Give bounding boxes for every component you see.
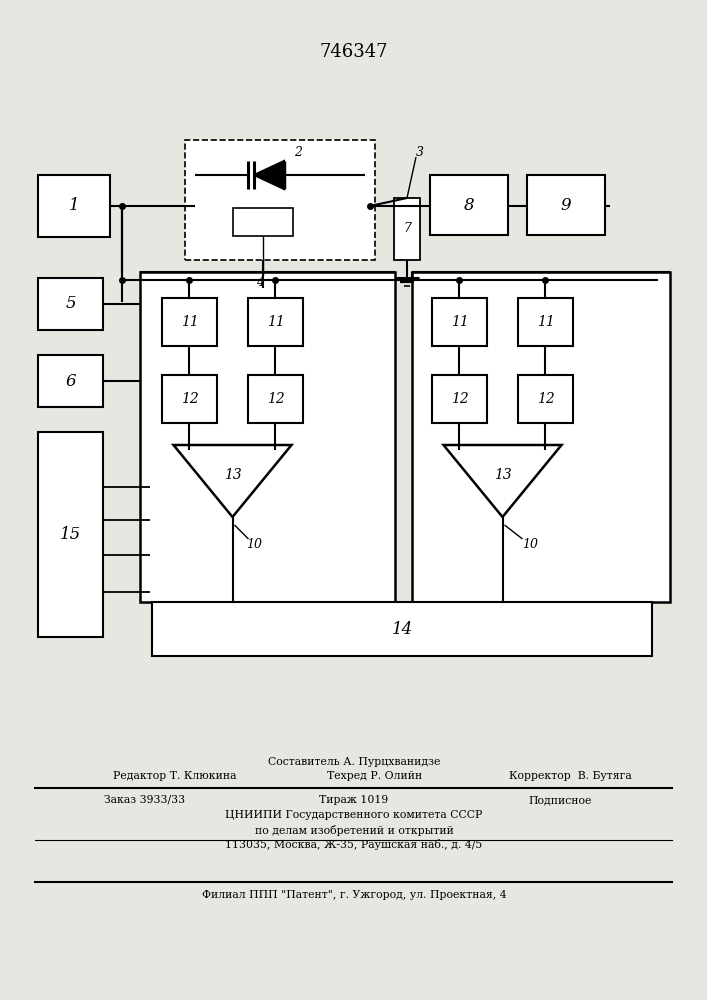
Text: 13: 13	[223, 468, 241, 482]
Bar	[248, 298, 303, 346]
Text: 14: 14	[392, 620, 413, 638]
Bar	[38, 355, 103, 407]
Text: 11: 11	[267, 315, 284, 329]
Text: Тираж 1019: Тираж 1019	[320, 795, 389, 805]
Bar	[518, 375, 573, 423]
Text: 11: 11	[180, 315, 199, 329]
Bar	[527, 175, 605, 235]
Text: 11: 11	[537, 315, 554, 329]
Bar	[152, 602, 652, 656]
Bar	[412, 272, 670, 602]
Text: ЦНИИПИ Государственного комитета СССР: ЦНИИПИ Государственного комитета СССР	[226, 810, 483, 820]
Text: 5: 5	[65, 296, 76, 312]
Text: 12: 12	[180, 392, 199, 406]
Text: 12: 12	[267, 392, 284, 406]
Bar	[38, 278, 103, 330]
Bar	[140, 272, 395, 602]
Bar	[518, 298, 573, 346]
Text: 8: 8	[464, 196, 474, 214]
Text: 6: 6	[65, 372, 76, 389]
Text: 7: 7	[403, 223, 411, 235]
Text: Редактор Т. Клюкина: Редактор Т. Клюкина	[113, 771, 237, 781]
Text: 4: 4	[256, 275, 264, 288]
Text: 10: 10	[522, 538, 539, 552]
Bar	[394, 198, 420, 260]
Text: 12: 12	[537, 392, 554, 406]
Text: 10: 10	[247, 538, 262, 552]
Text: Корректор  В. Бутяга: Корректор В. Бутяга	[508, 771, 631, 781]
Text: 1: 1	[69, 198, 79, 215]
Bar	[248, 375, 303, 423]
Text: Филиал ППП "Патент", г. Ужгород, ул. Проектная, 4: Филиал ППП "Патент", г. Ужгород, ул. Про…	[201, 890, 506, 900]
Text: Подписное: Подписное	[528, 795, 592, 805]
Text: 11: 11	[450, 315, 468, 329]
Text: 2: 2	[294, 146, 302, 159]
Bar	[162, 375, 217, 423]
Text: Заказ 3933/33: Заказ 3933/33	[105, 795, 185, 805]
Bar	[432, 375, 487, 423]
Text: 9: 9	[561, 196, 571, 214]
Polygon shape	[443, 445, 561, 517]
Polygon shape	[173, 445, 291, 517]
Text: 113035, Москва, Ж-35, Раушская наб., д. 4/5: 113035, Москва, Ж-35, Раушская наб., д. …	[226, 840, 483, 850]
Polygon shape	[254, 161, 284, 189]
Text: 15: 15	[60, 526, 81, 543]
Bar	[162, 298, 217, 346]
Text: 13: 13	[493, 468, 511, 482]
Bar	[38, 175, 110, 237]
Text: Составитель А. Пурцхванидзе: Составитель А. Пурцхванидзе	[268, 757, 440, 767]
Bar	[430, 175, 508, 235]
Text: по делам изобретений и открытий: по делам изобретений и открытий	[255, 824, 453, 836]
Text: 12: 12	[450, 392, 468, 406]
Bar	[233, 208, 293, 236]
Text: 3: 3	[416, 145, 424, 158]
Bar	[38, 432, 103, 637]
Bar	[185, 140, 375, 260]
Text: Техред Р. Олийн: Техред Р. Олийн	[327, 771, 423, 781]
Text: 746347: 746347	[320, 43, 388, 61]
Bar	[432, 298, 487, 346]
